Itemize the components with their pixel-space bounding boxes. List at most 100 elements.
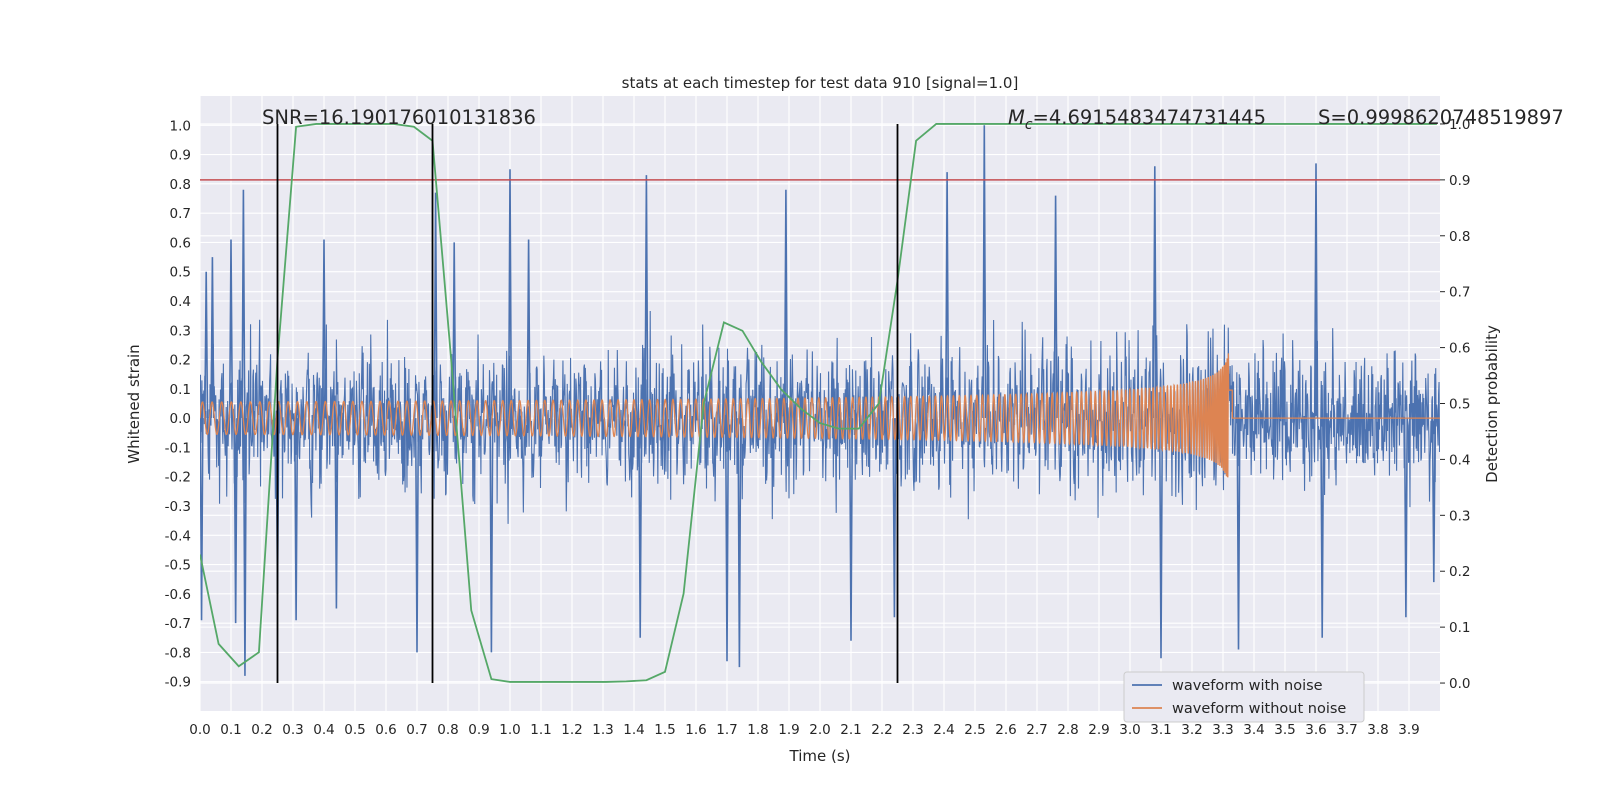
x-tick-label: 1.4 <box>623 722 644 738</box>
vertical-lines <box>276 123 899 684</box>
x-tick-label: 0.5 <box>344 722 365 738</box>
y-tick-label: -0.5 <box>165 558 191 574</box>
noisy-waveform-spike <box>242 418 248 676</box>
x-tick-label: 3.4 <box>1243 722 1264 738</box>
y-tick-label: 0.9 <box>170 148 191 164</box>
y-tick-label: 0.5 <box>170 265 191 281</box>
snr-annotation: SNR=16.190176010131836 <box>262 106 536 129</box>
y2-tick-label: 0.5 <box>1449 397 1470 413</box>
y-tick-label: -0.7 <box>165 616 191 632</box>
x-tick-label: 2.2 <box>871 722 892 738</box>
chirp-mass-subscript: c <box>1025 117 1033 133</box>
chirp-mass-symbol: M <box>1008 106 1025 129</box>
x-tick-label: 1.7 <box>716 722 737 738</box>
x-tick-label: 0.0 <box>189 722 210 738</box>
y-tick-label: -0.8 <box>165 645 191 661</box>
x-tick-label: 0.8 <box>437 722 458 738</box>
y-tick-label: -0.6 <box>165 587 191 603</box>
x-tick-label: 3.8 <box>1367 722 1388 738</box>
noisy-waveform-spike <box>241 189 246 419</box>
noisy-waveform-spike <box>783 189 788 419</box>
x-tick-label: 1.1 <box>530 722 551 738</box>
x-tick-label: 0.4 <box>313 722 334 738</box>
y2-axis-label: Detection probability <box>1483 325 1501 483</box>
x-tick-label: 0.2 <box>251 722 272 738</box>
x-tick-label: 1.0 <box>499 722 520 738</box>
x-tick-label: 0.6 <box>375 722 396 738</box>
y-tick-label: 0.6 <box>170 235 191 251</box>
y2-tick-label: 0.2 <box>1449 564 1470 580</box>
x-tick-label: 3.5 <box>1274 722 1295 738</box>
noisy-waveform-spike <box>526 239 531 419</box>
y-tick-label: 0.2 <box>170 353 191 369</box>
x-tick-label: 1.8 <box>747 722 768 738</box>
noisy-waveform-spike <box>204 271 209 419</box>
x-tick-label: 2.5 <box>964 722 985 738</box>
x-tick-label: 2.7 <box>1026 722 1047 738</box>
y-tick-label: 0.1 <box>170 382 191 398</box>
detection-probability-line <box>200 123 1437 683</box>
y-tick-label: -0.4 <box>165 528 191 544</box>
clean-waveform-line <box>200 353 1440 478</box>
y-tick-label: -0.2 <box>165 470 191 486</box>
x-tick-label: 1.6 <box>685 722 706 738</box>
x-tick-label: 0.3 <box>282 722 303 738</box>
x-tick-label: 0.1 <box>220 722 241 738</box>
noisy-waveform-spike <box>294 418 299 621</box>
noisy-waveform-spike <box>1053 195 1058 419</box>
noisy-waveform-spike <box>848 418 854 641</box>
noisy-waveform-spike <box>1313 163 1319 419</box>
noisy-waveform-line <box>200 310 1440 524</box>
y2-tick-label: 0.1 <box>1449 620 1470 636</box>
y2-tick-label: 0.3 <box>1449 508 1470 524</box>
noisy-waveform-spike <box>452 242 457 419</box>
data-layer <box>200 123 1440 683</box>
x-axis-label: Time (s) <box>789 747 851 765</box>
x-tick-label: 3.1 <box>1150 722 1171 738</box>
y-tick-label: 0.8 <box>170 177 191 193</box>
legend-label-clean: waveform without noise <box>1172 701 1346 717</box>
y-tick-label: 1.0 <box>170 118 191 134</box>
y-tick-label: 0.3 <box>170 323 191 339</box>
x-tick-label: 0.9 <box>468 722 489 738</box>
noisy-waveform-spike <box>945 172 950 419</box>
y2-tick-label: 0.7 <box>1449 285 1470 301</box>
legend-label-noise: waveform with noise <box>1172 678 1323 694</box>
x-tick-label: 1.5 <box>654 722 675 738</box>
x-tick-label: 2.9 <box>1088 722 1109 738</box>
x-tick-label: 1.9 <box>778 722 799 738</box>
noisy-waveform-spike <box>334 418 339 609</box>
y-tick-label: -0.1 <box>165 440 191 456</box>
noisy-waveform-spike <box>1152 166 1157 419</box>
x-tick-label: 2.1 <box>840 722 861 738</box>
y-tick-label: -0.9 <box>165 675 191 691</box>
legend: waveform with noise waveform without noi… <box>1123 671 1365 723</box>
y-tick-label: -0.3 <box>165 499 191 515</box>
tick-labels: 1.0 0.9 0.8 0.7 0.6 0.5 0.4 0.3 0.2 0.1 0.0 -0.1 -0.… <box>165 117 1471 738</box>
chirp-mass-annotation: Mc=4.6915483474731445 <box>1008 106 1266 133</box>
y-axis-label: Whitened strain <box>125 344 143 463</box>
noisy-waveform-spike <box>200 418 204 621</box>
legend-box <box>1123 671 1365 723</box>
y2-tick-label: 1.0 <box>1449 117 1470 133</box>
chirp-mass-value: =4.6915483474731445 <box>1033 106 1266 129</box>
x-tick-label: 3.0 <box>1119 722 1140 738</box>
y-tick-label: 0.0 <box>170 411 191 427</box>
y2-tick-label: 0.0 <box>1449 676 1470 692</box>
noisy-waveform-spike <box>210 257 215 419</box>
noisy-waveform-spike <box>433 192 438 419</box>
noisy-waveform-spike <box>737 418 742 668</box>
x-tick-label: 2.8 <box>1057 722 1078 738</box>
x-tick-label: 3.9 <box>1398 722 1419 738</box>
chart-title: stats at each timestep for test data 910… <box>622 74 1019 92</box>
x-tick-label: 3.2 <box>1181 722 1202 738</box>
x-tick-label: 2.6 <box>995 722 1016 738</box>
s-annotation: S=0.9998620748519897 <box>1318 106 1564 129</box>
x-tick-label: 3.3 <box>1212 722 1233 738</box>
x-tick-label: 3.7 <box>1336 722 1357 738</box>
y2-tick-label: 0.8 <box>1449 229 1470 245</box>
noisy-waveform-spike <box>507 169 513 419</box>
y2-tick-label: 0.6 <box>1449 341 1470 357</box>
x-tick-label: 2.3 <box>902 722 923 738</box>
